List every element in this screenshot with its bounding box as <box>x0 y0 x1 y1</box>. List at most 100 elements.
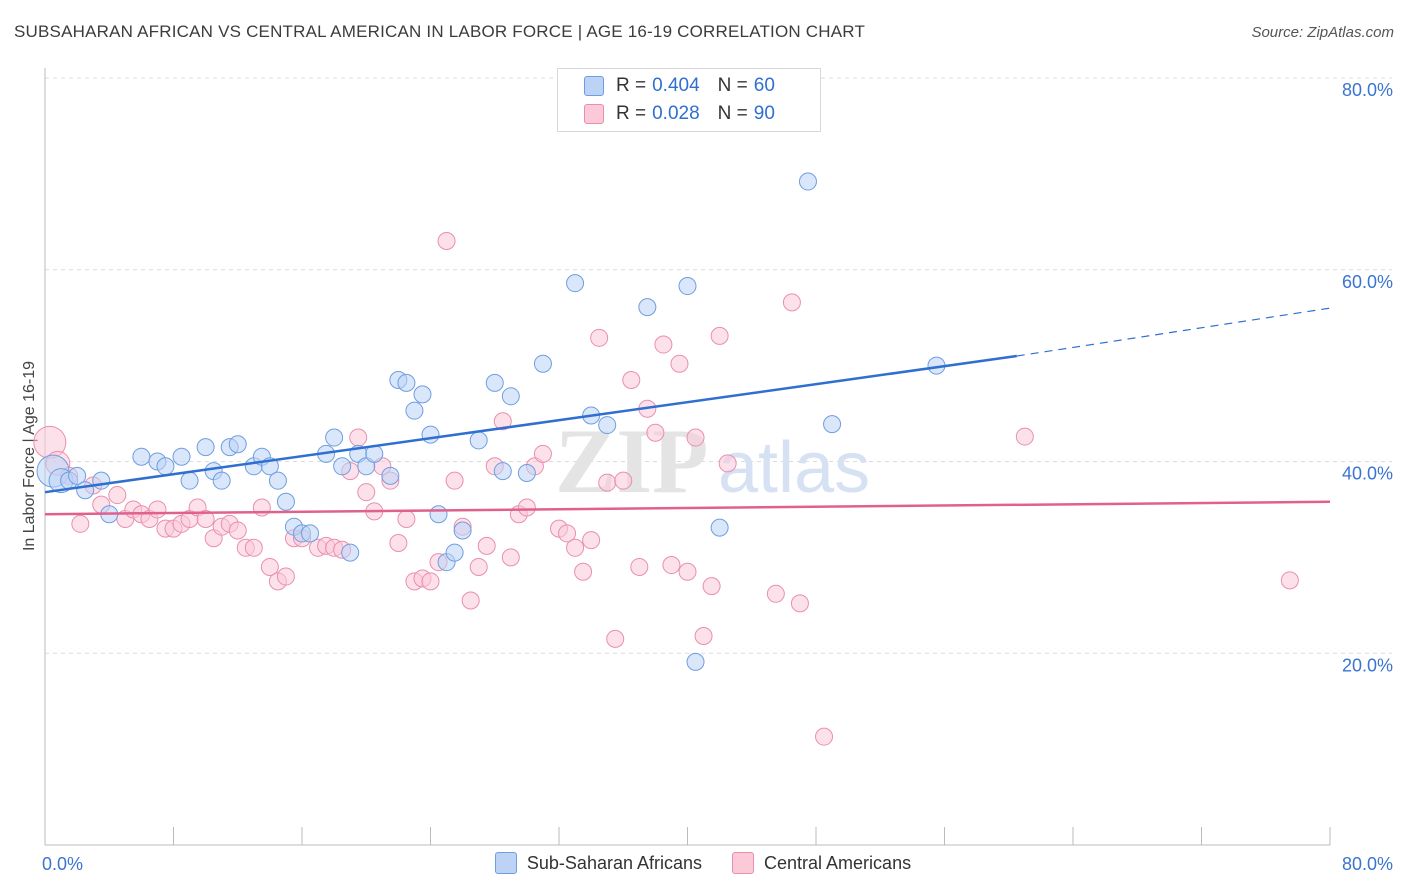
central-american-point <box>646 423 665 442</box>
y-tick-label: 20.0% <box>1342 655 1393 675</box>
legend-item-subsaharan[interactable]: Sub-Saharan Africans <box>494 852 703 874</box>
central-american-point <box>710 326 729 345</box>
y-tick-label: 40.0% <box>1342 464 1393 484</box>
central-american-point <box>397 510 416 529</box>
r-value: 0.404 <box>652 75 700 96</box>
blue-swatch-icon <box>494 852 517 874</box>
subsaharan-point <box>156 457 175 476</box>
central-american-point <box>574 562 593 581</box>
subsaharan-point <box>301 524 320 543</box>
r-label: R = <box>616 103 647 124</box>
subsaharan-point <box>196 438 215 457</box>
subsaharan-point <box>798 172 817 191</box>
central-american-point <box>694 626 713 645</box>
central-american-point <box>1015 427 1034 446</box>
subsaharan-point <box>429 505 448 524</box>
y-tick-label: 80.0% <box>1342 80 1393 100</box>
subsaharan-point <box>421 425 440 444</box>
pink-swatch-icon <box>584 104 604 124</box>
subsaharan-point <box>566 274 585 293</box>
central-american-point <box>558 524 577 543</box>
central-american-point <box>244 538 263 557</box>
legend-item-central-american[interactable]: Central Americans <box>732 852 911 874</box>
subsaharan-point <box>678 277 697 296</box>
central-american-point <box>678 562 697 581</box>
subsaharan-point <box>493 462 512 481</box>
central-american-point <box>421 572 440 591</box>
subsaharan-point <box>598 416 617 435</box>
central-american-point <box>445 471 464 490</box>
central-american-point <box>702 577 721 596</box>
central-american-point <box>614 471 633 490</box>
central-american-point <box>670 354 689 373</box>
subsaharan-point <box>533 354 552 373</box>
subsaharan-point <box>413 385 432 404</box>
central-american-point <box>517 498 536 517</box>
subsaharan-point <box>710 518 729 537</box>
series-legend: Sub-Saharan Africans Central Americans <box>0 852 1406 874</box>
stats-row-pink: R = 0.028 N = 90 <box>584 101 775 127</box>
central-american-point <box>590 328 609 347</box>
central-american-point <box>790 594 809 613</box>
subsaharan-point <box>453 521 472 540</box>
tick-labels: 20.0% 40.0% 60.0% 80.0% 0.0% 80.0% <box>42 80 1393 874</box>
subsaharan-trend-extension <box>1016 307 1331 357</box>
central-american-point <box>148 500 167 519</box>
central-american-point <box>357 483 376 502</box>
central-american-point <box>71 514 90 533</box>
subsaharan-point <box>276 492 295 511</box>
subsaharan-trend-line <box>44 354 1017 494</box>
central-american-point <box>437 231 456 250</box>
central-american-point <box>598 473 617 492</box>
central-american-point <box>260 557 279 576</box>
subsaharan-point <box>325 428 344 447</box>
r-label: R = <box>616 75 647 96</box>
subsaharan-point <box>68 466 87 485</box>
central-american-point <box>276 567 295 586</box>
stats-row-blue: R = 0.404 N = 60 <box>584 73 775 99</box>
blue-swatch-icon <box>584 76 604 96</box>
central-american-point <box>582 531 601 550</box>
central-american-point <box>349 428 368 447</box>
central-american-point <box>196 510 215 529</box>
central-american-point <box>477 536 496 555</box>
central-american-point <box>493 412 512 431</box>
subsaharan-point <box>517 464 536 483</box>
central-american-point <box>630 557 649 576</box>
central-american-point <box>815 727 834 746</box>
watermark-zip: ZIP <box>555 410 708 512</box>
n-value: 60 <box>753 75 775 96</box>
central-american-point <box>718 454 737 473</box>
central-american-point <box>228 521 247 540</box>
subsaharan-point <box>445 543 464 562</box>
central-american-point <box>389 533 408 552</box>
y-tick-label: 60.0% <box>1342 272 1393 292</box>
n-label: N = <box>717 103 748 124</box>
chart-title: SUBSAHARAN AFRICAN VS CENTRAL AMERICAN I… <box>14 22 866 41</box>
n-value: 90 <box>753 103 775 124</box>
subsaharan-point <box>485 373 504 392</box>
subsaharan-point <box>469 431 488 450</box>
subsaharan-point <box>341 543 360 562</box>
r-value: 0.028 <box>652 103 700 124</box>
central-american-point <box>622 371 641 390</box>
subsaharan-point <box>228 435 247 454</box>
central-american-point <box>782 293 801 312</box>
n-label: N = <box>717 75 748 96</box>
subsaharan-point <box>638 298 657 317</box>
central-american-point <box>461 591 480 610</box>
subsaharan-point <box>92 471 111 490</box>
legend-label: Sub-Saharan Africans <box>526 852 703 873</box>
subsaharan-point <box>333 457 352 476</box>
watermark-atlas: atlas <box>718 428 870 508</box>
subsaharan-point <box>212 471 231 490</box>
source-label: Source: ZipAtlas.com <box>1251 24 1394 41</box>
central-american-point <box>654 335 673 354</box>
subsaharan-point <box>823 415 842 434</box>
central-american-point <box>501 548 520 567</box>
central-american-point <box>766 584 785 603</box>
central-american-point <box>252 498 271 517</box>
subsaharan-point <box>686 652 705 671</box>
subsaharan-point <box>172 447 191 466</box>
